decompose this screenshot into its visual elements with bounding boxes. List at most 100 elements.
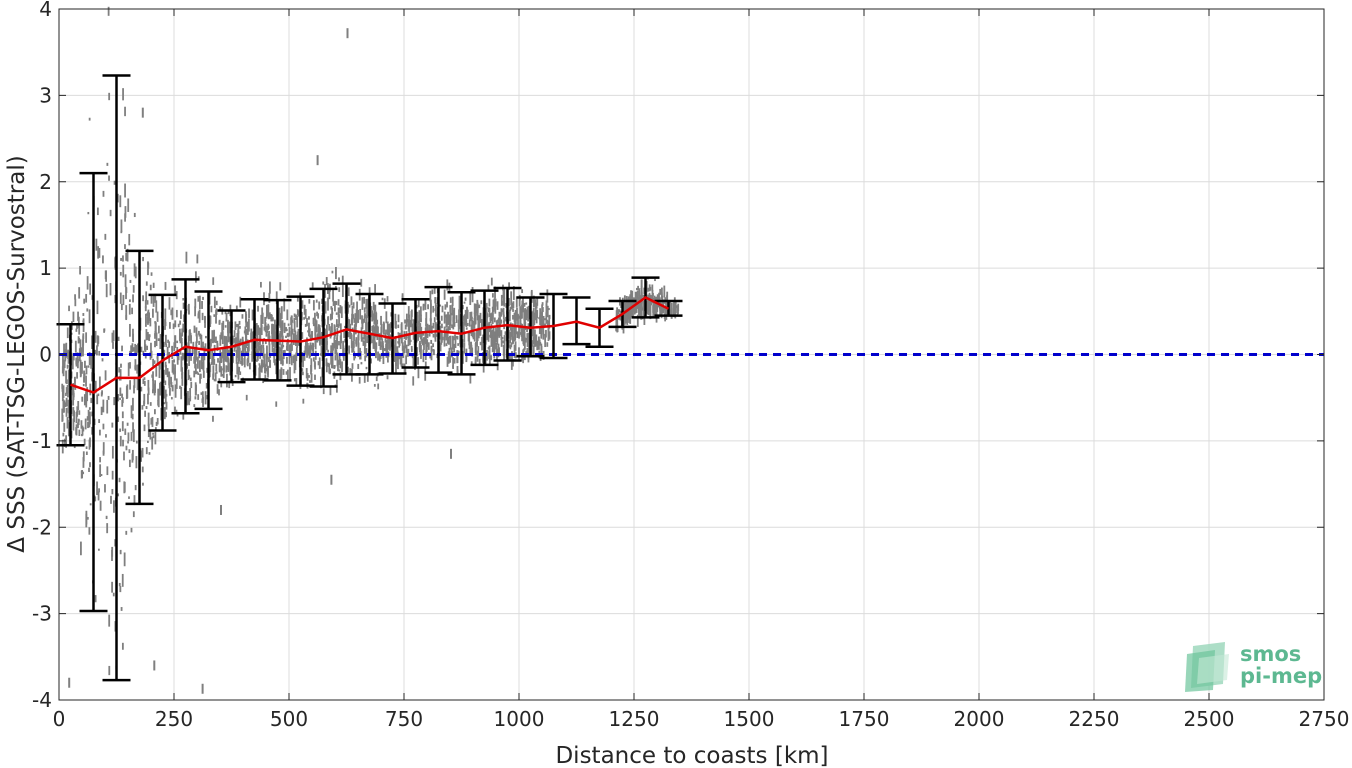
scatter-point <box>82 313 85 316</box>
scatter-point <box>458 326 461 330</box>
scatter-point <box>305 341 307 350</box>
scatter-point <box>82 384 85 387</box>
y-tick-label: 1 <box>39 256 52 280</box>
scatter-point <box>141 447 144 458</box>
scatter-point <box>654 278 656 282</box>
scatter-point <box>648 295 650 310</box>
scatter-point <box>98 488 100 493</box>
scatter-point <box>164 281 167 290</box>
scatter-point <box>62 432 65 437</box>
scatter-point <box>197 296 200 302</box>
x-tick-label: 1000 <box>494 707 545 731</box>
scatter-point <box>154 293 157 303</box>
scatter-point <box>359 308 362 320</box>
scatter-point <box>141 466 144 473</box>
scatter-point <box>132 429 135 443</box>
scatter-point <box>144 300 147 308</box>
scatter-point <box>444 304 447 310</box>
scatter-point <box>363 315 366 323</box>
scatter-point <box>330 326 332 337</box>
scatter-point <box>449 297 452 303</box>
scatter-point <box>255 359 258 362</box>
scatter-point <box>322 388 325 395</box>
scatter-point <box>176 340 179 344</box>
scatter-point <box>71 321 73 330</box>
scatter-point <box>197 311 200 317</box>
scatter-point <box>491 313 494 325</box>
scatter-point <box>311 331 313 340</box>
scatter-point <box>153 360 156 364</box>
scatter-point <box>650 295 652 302</box>
scatter-point <box>624 303 627 314</box>
scatter-point <box>500 294 503 306</box>
scatter-point <box>146 440 149 443</box>
scatter-point <box>256 328 259 340</box>
scatter-point <box>301 371 304 376</box>
scatter-point <box>260 344 263 349</box>
scatter-point <box>286 356 288 364</box>
scatter-point <box>120 219 123 232</box>
scatter-point <box>175 378 178 389</box>
scatter-point <box>243 330 246 334</box>
scatter-point <box>456 369 459 375</box>
scatter-point <box>347 331 350 338</box>
scatter-point <box>432 349 435 352</box>
scatter-point <box>163 380 165 383</box>
scatter-point <box>172 323 175 330</box>
scatter-point <box>651 284 654 292</box>
scatter-point <box>515 296 518 308</box>
scatter-point <box>521 301 524 310</box>
scatter-point <box>244 326 247 331</box>
scatter-point <box>202 362 205 371</box>
scatter-point <box>222 320 225 331</box>
scatter-point <box>523 309 526 321</box>
scatter-point <box>121 393 123 398</box>
scatter-outlier-point <box>68 677 71 688</box>
scatter-point <box>669 310 672 315</box>
scatter-point <box>439 304 442 307</box>
scatter-point <box>404 340 406 349</box>
scatter-point <box>244 329 247 342</box>
scatter-point <box>366 305 369 318</box>
scatter-point <box>355 314 358 322</box>
scatter-point <box>239 296 242 308</box>
scatter-point <box>435 334 438 337</box>
scatter-point <box>247 318 250 332</box>
scatter-point <box>197 276 200 279</box>
scatter-point <box>88 309 91 324</box>
scatter-point <box>344 338 347 343</box>
scatter-point <box>285 327 287 332</box>
scatter-point <box>449 305 452 314</box>
scatter-point <box>473 332 476 342</box>
scatter-point <box>497 345 500 357</box>
scatter-point <box>133 495 136 506</box>
scatter-point <box>318 325 321 333</box>
scatter-point <box>457 350 460 355</box>
scatter-point <box>125 252 128 261</box>
scatter-point <box>128 459 131 468</box>
scatter-point <box>338 354 341 362</box>
scatter-point <box>134 359 137 371</box>
x-axis-label: Distance to coasts [km] <box>555 743 828 768</box>
scatter-point <box>107 395 110 400</box>
scatter-point <box>215 363 218 372</box>
scatter-point <box>104 370 107 381</box>
scatter-point <box>72 354 75 361</box>
scatter-point <box>429 354 432 359</box>
scatter-point <box>198 330 200 335</box>
scatter-point <box>310 358 313 372</box>
scatter-point <box>117 394 120 402</box>
scatter-point <box>98 419 101 423</box>
scatter-point <box>295 378 298 387</box>
scatter-point <box>290 317 292 326</box>
scatter-point <box>241 314 244 319</box>
scatter-point <box>73 410 75 423</box>
scatter-point <box>194 382 197 396</box>
scatter-point <box>451 324 453 329</box>
scatter-point <box>334 355 337 361</box>
scatter-point <box>78 324 81 335</box>
scatter-point <box>98 350 101 356</box>
scatter-point <box>109 283 112 296</box>
scatter-point <box>85 391 87 399</box>
scatter-point <box>487 323 490 329</box>
